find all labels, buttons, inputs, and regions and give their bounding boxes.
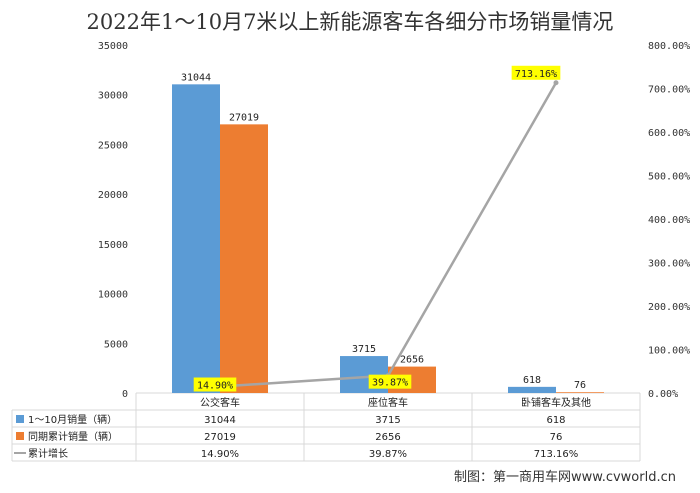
growth-value-label: 14.90% (197, 381, 233, 392)
axes: 0 5000 10000 15000 20000 25000 30000 35000 0.00%… (98, 41, 690, 400)
y-left-tick-label: 0 (122, 389, 128, 400)
legend-label: 1～10月销量（辆） (28, 413, 117, 426)
y-left-tick-label: 20000 (98, 190, 128, 201)
bar-sales (172, 84, 220, 393)
chart-title: 2022年1～10月7米以上新能源客车各细分市场销量情况 (87, 10, 614, 34)
table-cell: 14.90% (201, 449, 239, 460)
bar-value-label: 3715 (352, 344, 376, 355)
y-left-tick-label: 35000 (98, 41, 128, 52)
growth-label-highlight (193, 377, 237, 392)
bar-prior (556, 392, 604, 393)
y-left-tick-label: 30000 (98, 91, 128, 102)
y-right-tick-label: 700.00% (648, 85, 690, 96)
y-left-tick-label: 5000 (104, 339, 128, 350)
y-right-tick-label: 300.00% (648, 259, 690, 270)
growth-label-highlight (511, 65, 561, 80)
table-cell: 3715 (375, 415, 400, 426)
category-label: 卧铺客车及其他 (521, 396, 591, 409)
table-cell: 27019 (204, 432, 236, 443)
table-cell: 76 (550, 432, 563, 443)
category-label: 公交客车 (200, 396, 240, 409)
legend-swatch (16, 415, 24, 423)
growth-label-highlight (368, 374, 412, 389)
table-cell: 2656 (375, 432, 400, 443)
y-right-tick-label: 200.00% (648, 302, 690, 313)
y-right-tick-label: 400.00% (648, 215, 690, 226)
bars: 31044 27019 3715 2656 618 76 (172, 72, 604, 393)
chart-credit: 制图：第一商用车网www.cvworld.cn (454, 469, 676, 485)
y-left-tick-label: 10000 (98, 290, 128, 301)
y-left-tick-label: 15000 (98, 240, 128, 251)
growth-point (553, 80, 559, 86)
category-label: 座位客车 (368, 396, 408, 409)
table-cell: 713.16% (534, 449, 579, 460)
growth-value-label: 713.16% (515, 69, 557, 80)
y-right-tick-label: 0.00% (648, 389, 678, 400)
legend-swatch (16, 432, 24, 440)
bar-value-label: 2656 (400, 355, 424, 366)
bar-value-label: 27019 (229, 112, 259, 123)
bar-sales (508, 386, 556, 393)
table-cell: 31044 (204, 415, 236, 426)
y-right-tick-label: 800.00% (648, 41, 690, 52)
table-cell: 618 (546, 415, 565, 426)
bar-value-label: 618 (523, 375, 541, 386)
data-table: 公交客车 座位客车 卧铺客车及其他 1～10月销量（辆） 31044 3715 618 同期累… (11, 393, 641, 462)
growth-value-label: 39.87% (372, 378, 408, 389)
bar-value-label: 76 (574, 380, 586, 391)
y-right-tick-label: 500.00% (648, 172, 690, 183)
y-right-tick-label: 600.00% (648, 128, 690, 139)
y-right-tick-label: 100.00% (648, 346, 690, 357)
bar-value-label: 31044 (181, 72, 211, 83)
legend-label: 累计增长 (28, 447, 68, 460)
bar-prior (220, 124, 268, 393)
y-left-tick-label: 25000 (98, 140, 128, 151)
table-cell: 39.87% (369, 449, 407, 460)
legend-label: 同期累计销量（辆） (28, 430, 118, 443)
growth-line: 14.90% 39.87% 713.16% (193, 65, 561, 392)
